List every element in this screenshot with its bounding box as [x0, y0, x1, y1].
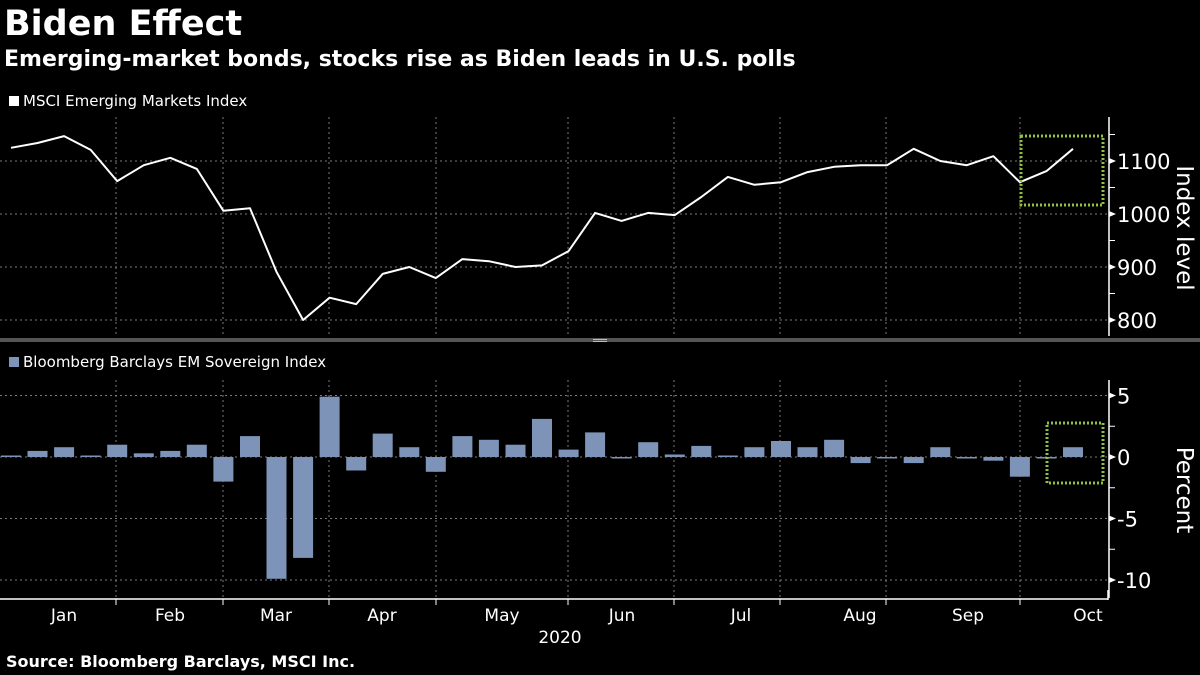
x-year-label: 2020 — [538, 628, 581, 648]
bar — [1, 455, 21, 457]
bar — [1063, 447, 1083, 457]
x-tick-label: Mar — [260, 606, 292, 626]
chart-title: Biden Effect — [4, 4, 243, 44]
y-axis-label-bottom: Percent — [1171, 447, 1197, 534]
y-tick-label: -5 — [1117, 508, 1138, 532]
bar — [903, 457, 924, 464]
major-tick — [1109, 317, 1116, 323]
legend-swatch-bar — [9, 357, 19, 367]
bar — [744, 447, 765, 457]
major-tick — [1109, 577, 1116, 583]
x-tick-label: Aug — [843, 606, 876, 626]
x-tick-label: Oct — [1073, 606, 1103, 626]
highlight-box-top — [1019, 134, 1105, 207]
bar — [638, 442, 659, 457]
bar — [133, 453, 154, 457]
bar — [824, 439, 845, 457]
bar — [80, 455, 101, 457]
highlight-box-bottom — [1045, 421, 1105, 485]
y-tick-label: 5 — [1117, 385, 1130, 409]
bottom-y-axis: 5 0 -5 -10 — [1108, 380, 1151, 598]
bar — [452, 436, 473, 457]
major-tick — [1109, 158, 1116, 164]
legend-bloomberg: Bloomberg Barclays EM Sovereign Index — [9, 353, 326, 371]
legend-label-msci: MSCI Emerging Markets Index — [23, 92, 248, 110]
bar — [266, 457, 287, 579]
x-tick-label: Feb — [155, 606, 185, 626]
top-panel-grid — [0, 117, 1108, 336]
bar — [850, 457, 871, 464]
legend-swatch-line — [9, 96, 19, 106]
bar — [585, 432, 606, 457]
bar — [478, 439, 499, 457]
bar — [27, 450, 48, 457]
bar — [319, 396, 340, 457]
top-y-axis: 800 900 1000 1100 — [1108, 117, 1170, 336]
bar — [107, 444, 128, 457]
bar — [240, 436, 260, 457]
bar — [983, 457, 1004, 461]
bottom-panel-grid — [0, 380, 1108, 598]
major-tick — [1109, 211, 1116, 217]
bar — [691, 445, 712, 457]
bar — [717, 455, 738, 457]
x-axis: Jan Feb Mar Apr May Jun Jul Aug Sep Oct 2020 — [0, 590, 1109, 648]
bar — [505, 444, 526, 457]
bar — [372, 433, 393, 457]
y-tick-label: 1100 — [1117, 150, 1170, 174]
bar — [558, 449, 579, 457]
source-note: Source: Bloomberg Barclays, MSCI Inc. — [6, 652, 356, 671]
bar — [293, 457, 314, 558]
major-tick — [1109, 454, 1116, 460]
y-tick-label: 1000 — [1117, 203, 1170, 227]
bar-series — [1, 396, 1083, 579]
bar — [160, 450, 181, 457]
x-tick-label: Apr — [367, 606, 396, 626]
x-tick-label: Jan — [50, 606, 77, 626]
bar — [611, 457, 632, 459]
chart-subtitle: Emerging-market bonds, stocks rise as Bi… — [4, 47, 796, 72]
y-tick-label: -10 — [1117, 569, 1151, 593]
y-tick-label: 800 — [1117, 309, 1157, 333]
major-tick — [1109, 264, 1116, 270]
bar — [425, 457, 446, 472]
bar — [54, 447, 75, 457]
y-tick-label: 0 — [1117, 446, 1130, 470]
bar — [399, 447, 420, 457]
bar — [930, 447, 951, 457]
legend-msci: MSCI Emerging Markets Index — [9, 92, 247, 110]
y-axis-label-top: Index level — [1171, 165, 1197, 290]
bar — [186, 444, 207, 457]
x-tick-label: May — [484, 606, 519, 626]
x-tick-label: Sep — [952, 606, 984, 626]
msci-line — [10, 135, 1074, 321]
bar — [664, 454, 685, 457]
x-tick-label: Jun — [608, 606, 636, 626]
bar — [797, 447, 818, 457]
bar — [346, 457, 367, 471]
y-tick-label: 900 — [1117, 256, 1157, 280]
separator-handle-line — [593, 339, 607, 340]
bar — [771, 441, 791, 457]
bar — [1009, 457, 1030, 477]
bar — [956, 457, 977, 459]
separator-handle-line — [593, 341, 607, 342]
bar — [213, 457, 234, 482]
major-tick — [1109, 392, 1116, 399]
bar — [532, 418, 552, 457]
bar — [877, 457, 898, 459]
legend-label-bloomberg: Bloomberg Barclays EM Sovereign Index — [23, 353, 327, 371]
major-tick — [1109, 515, 1116, 522]
x-tick-label: Jul — [730, 606, 752, 626]
